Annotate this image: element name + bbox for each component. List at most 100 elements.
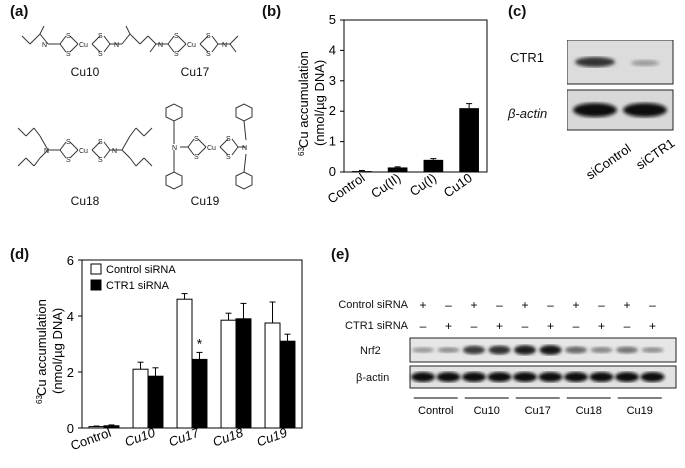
chart-b-ylabel-unit: (nmol/µg DNA) xyxy=(312,60,327,146)
compound-label-cu18: Cu18 xyxy=(70,194,100,208)
chart-d-bar-control-sirna xyxy=(220,319,237,429)
chemical-structures: S S Cu S S N N S S Cu S S N N S S Cu S S… xyxy=(17,25,253,190)
atom-label: Cu xyxy=(207,145,216,152)
atom-label: S xyxy=(194,136,199,143)
blot-e-actin-band xyxy=(513,372,537,382)
chart-b-bar xyxy=(387,167,408,172)
blot-e-group-label: Cu19 xyxy=(627,405,653,417)
atom-label: N xyxy=(242,145,247,152)
panel-letter-c: (c) xyxy=(508,3,527,20)
blot-e-nrf2-band xyxy=(616,346,638,354)
blot-e-ctr1-sirna-mark: + xyxy=(547,319,554,333)
chart-d-bar-control-sirna xyxy=(264,322,281,429)
chart-d-ytick-label: 6 xyxy=(67,253,74,268)
blot-e-actin-band xyxy=(589,372,614,382)
atom-label: S xyxy=(194,154,199,161)
chart-b-ytick-label: 0 xyxy=(329,164,336,179)
blot-e-control-sirna-mark: + xyxy=(572,298,579,312)
chart-d-bar-ctr1-sirna xyxy=(235,318,252,429)
chart-d-ytick-label: 0 xyxy=(67,421,74,436)
legend-label-ctr1-sirna: CTR1 siRNA xyxy=(106,280,170,292)
atom-label: S xyxy=(226,136,231,143)
atom-label: S xyxy=(98,51,103,58)
blot-e-nrf2-band xyxy=(488,345,511,355)
blot-c-lane-sicontrol: siControl xyxy=(583,141,634,183)
blot-e-ctr1-sirna-mark: + xyxy=(496,319,503,333)
blot-c-lane-sictr1: siCTR1 xyxy=(633,140,677,172)
blot-e-ctr1-sirna-mark: + xyxy=(649,319,656,333)
atom-label: S xyxy=(66,157,71,164)
blot-c-lane-labels: siControl siCTR1 xyxy=(583,140,677,183)
blot-c-label-ctr1: CTR1 xyxy=(510,50,544,65)
blot-e-control-sirna-mark: + xyxy=(521,298,528,312)
blot-e-ctr1-sirna-mark: + xyxy=(598,319,605,333)
blot-e-nrf2-band xyxy=(437,347,460,353)
atom-label: S xyxy=(66,33,71,40)
blot-e-ctr1-sirna-mark: – xyxy=(420,319,427,333)
blot-e-nrf2-membrane xyxy=(409,337,677,363)
blot-e-actin-band xyxy=(538,372,563,382)
structure-cu18 xyxy=(17,127,153,167)
blot-e-nrf2-band xyxy=(641,347,664,353)
structure-cu17 xyxy=(147,35,239,53)
blot-e-control-sirna-mark: + xyxy=(623,298,630,312)
legend-swatch-control-sirna xyxy=(90,263,102,275)
atom-label: N xyxy=(158,42,163,49)
blot-e-ctr1-sirna-mark: – xyxy=(522,319,529,333)
compound-label-cu10: Cu10 xyxy=(70,65,100,79)
chart-b-ytick-label: 1 xyxy=(329,134,336,149)
blot-e-actin-band xyxy=(615,372,639,382)
blot-e-group-label: Cu18 xyxy=(576,405,602,417)
blot-e-actin-membrane xyxy=(409,365,677,389)
blot-e-nrf2-band xyxy=(514,345,536,355)
chart-b-ylabel-prefix: 63 xyxy=(297,147,306,156)
chart-d-bar-ctr1-sirna xyxy=(279,340,296,429)
atom-label: S xyxy=(98,157,103,164)
atom-label: S xyxy=(66,51,71,58)
atom-label: N xyxy=(114,42,119,49)
blot-e-ctr1-sirna-mark: + xyxy=(445,319,452,333)
blot-e: + – + – + – + – + – – + – + – + – + – + Control Cu10 Cu17 Cu18 C… xyxy=(409,298,677,417)
atom-label: S xyxy=(206,51,211,58)
blot-e-actin-band xyxy=(436,372,461,382)
blot-e-control-sirna-mark: + xyxy=(470,298,477,312)
blot-e-control-sirna-mark: + xyxy=(419,298,426,312)
blot-e-group-label: Cu17 xyxy=(525,405,551,417)
chart-d-bar-control-sirna xyxy=(132,368,149,429)
chart-d-ylabel-unit: (nmol/µg DNA) xyxy=(50,308,65,394)
compound-label-cu19: Cu19 xyxy=(190,194,220,208)
chart-d-bar-ctr1-sirna xyxy=(103,425,120,429)
blot-e-nrf2-band xyxy=(539,345,562,355)
blot-e-control-sirna-mark: – xyxy=(496,298,503,312)
blot-e-row-control-sirna: Control siRNA xyxy=(338,299,408,311)
structure-cu10 xyxy=(21,25,149,53)
atom-label: N xyxy=(42,42,47,49)
blot-e-control-sirna-mark: – xyxy=(445,298,452,312)
chart-d-ylabel: Cu accumulation xyxy=(34,299,49,396)
blot-c-label-actin: β-actin xyxy=(508,106,548,121)
chart-b-xtick-label: Cu(II) xyxy=(368,170,403,201)
chart-b-ytick-label: 3 xyxy=(329,73,336,88)
chart-b-ytick-label: 2 xyxy=(329,103,336,118)
blot-e-actin-band xyxy=(640,372,665,382)
compound-label-cu17: Cu17 xyxy=(180,65,210,79)
atom-label: N xyxy=(112,148,117,155)
chart-d-xtick-label: Control xyxy=(69,425,114,453)
blot-e-group-label: Cu10 xyxy=(474,405,500,417)
blot-c-band xyxy=(575,57,615,67)
blot-c-band xyxy=(631,60,659,66)
chart-d-bar-control-sirna xyxy=(176,298,193,429)
blot-e-actin-band xyxy=(564,372,588,382)
blot-e-row-ctr1-sirna: CTR1 siRNA xyxy=(345,320,408,332)
panel-letter-d: (d) xyxy=(10,246,30,263)
atom-label: S xyxy=(206,33,211,40)
chart-d-bar-ctr1-sirna xyxy=(147,375,164,429)
panel-letter-b: (b) xyxy=(262,3,282,20)
chart-d-ytick-label: 2 xyxy=(67,365,74,380)
blot-e-control-sirna-mark: – xyxy=(649,298,656,312)
blot-e-nrf2-band xyxy=(463,345,485,355)
atom-label: S xyxy=(98,139,103,146)
atom-label: S xyxy=(174,33,179,40)
chart-d-significance-star: * xyxy=(197,335,203,351)
